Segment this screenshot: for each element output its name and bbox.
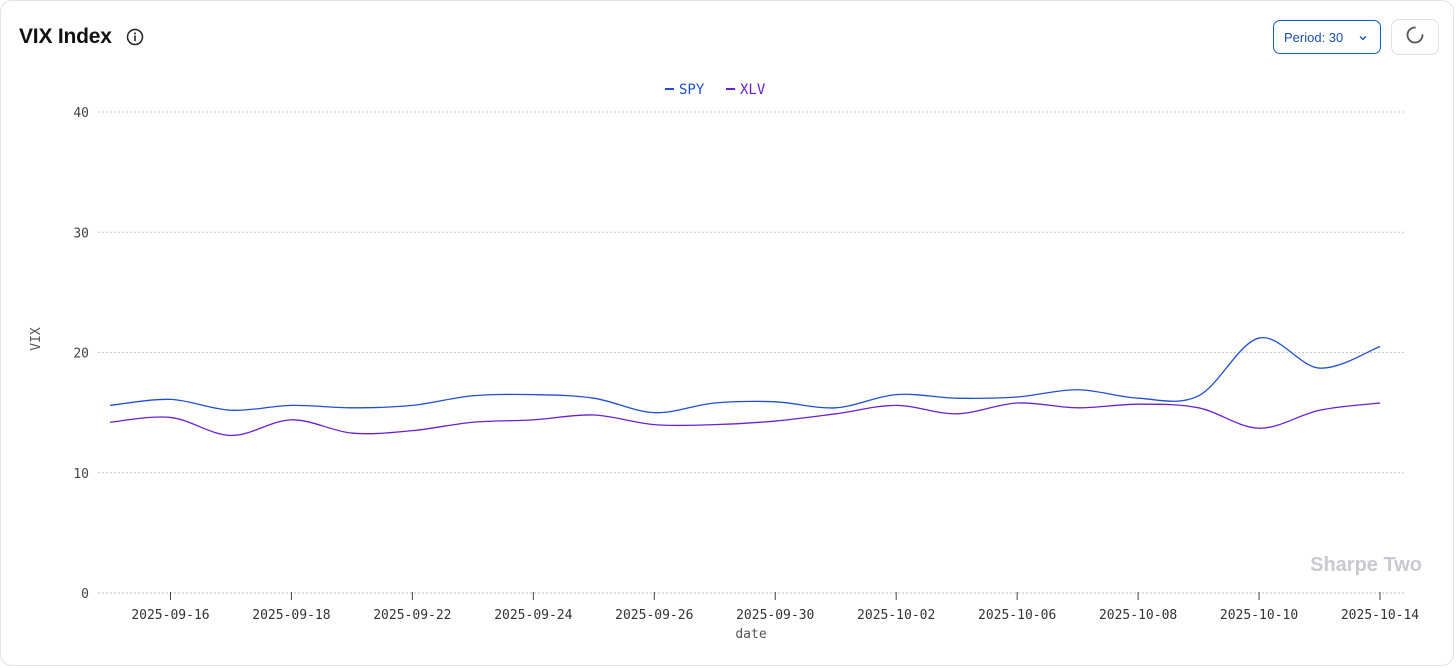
- legend-item-spy[interactable]: SPY: [665, 82, 705, 98]
- x-tick-label: 2025-09-24: [494, 608, 572, 623]
- x-tick-label: 2025-10-10: [1220, 608, 1298, 623]
- x-tick-label: 2025-09-22: [373, 608, 451, 623]
- refresh-button[interactable]: [1391, 19, 1439, 55]
- x-tick-label: 2025-10-06: [978, 608, 1056, 623]
- chevron-down-icon: [1358, 31, 1368, 41]
- axes: 0 10 20 30 40 2025-09-16 2025-09-18 2025-09-22 2…: [73, 106, 1419, 623]
- legend-label-xlv: XLV: [740, 82, 766, 98]
- x-tick-label: 2025-09-30: [736, 608, 814, 623]
- y-tick-label: 0: [81, 587, 89, 602]
- refresh-spinner-icon: [1405, 25, 1425, 50]
- legend-item-xlv[interactable]: XLV: [726, 82, 766, 98]
- grid-lines: [98, 111, 1404, 474]
- x-tick-label: 2025-09-16: [131, 608, 209, 623]
- watermark: Sharpe Two: [1310, 554, 1422, 576]
- info-icon[interactable]: [126, 28, 144, 46]
- y-tick-label: 40: [73, 106, 89, 121]
- series-line-spy[interactable]: [109, 337, 1381, 414]
- series-line-xlv[interactable]: [109, 402, 1381, 437]
- period-select-label: Period: 30: [1284, 29, 1344, 45]
- x-tick-label: 2025-10-08: [1099, 608, 1177, 623]
- period-select[interactable]: Period: 30: [1273, 20, 1381, 54]
- y-tick-label: 30: [73, 226, 89, 241]
- legend-label-spy: SPY: [679, 82, 705, 98]
- y-tick-label: 10: [73, 467, 89, 482]
- x-tick-label: 2025-10-02: [857, 608, 935, 623]
- x-tick-label: 2025-09-26: [615, 608, 693, 623]
- x-axis-label: date: [735, 627, 766, 642]
- series-lines: [109, 337, 1381, 437]
- x-tick-label: 2025-09-18: [252, 608, 330, 623]
- x-tick-label: 2025-10-14: [1341, 608, 1419, 623]
- chart-header: VIX Index: [19, 21, 144, 53]
- chart-title: VIX Index: [19, 25, 112, 48]
- y-axis-label: VIX: [29, 327, 44, 351]
- y-tick-label: 20: [73, 347, 89, 362]
- legend: SPY XLV: [665, 82, 766, 98]
